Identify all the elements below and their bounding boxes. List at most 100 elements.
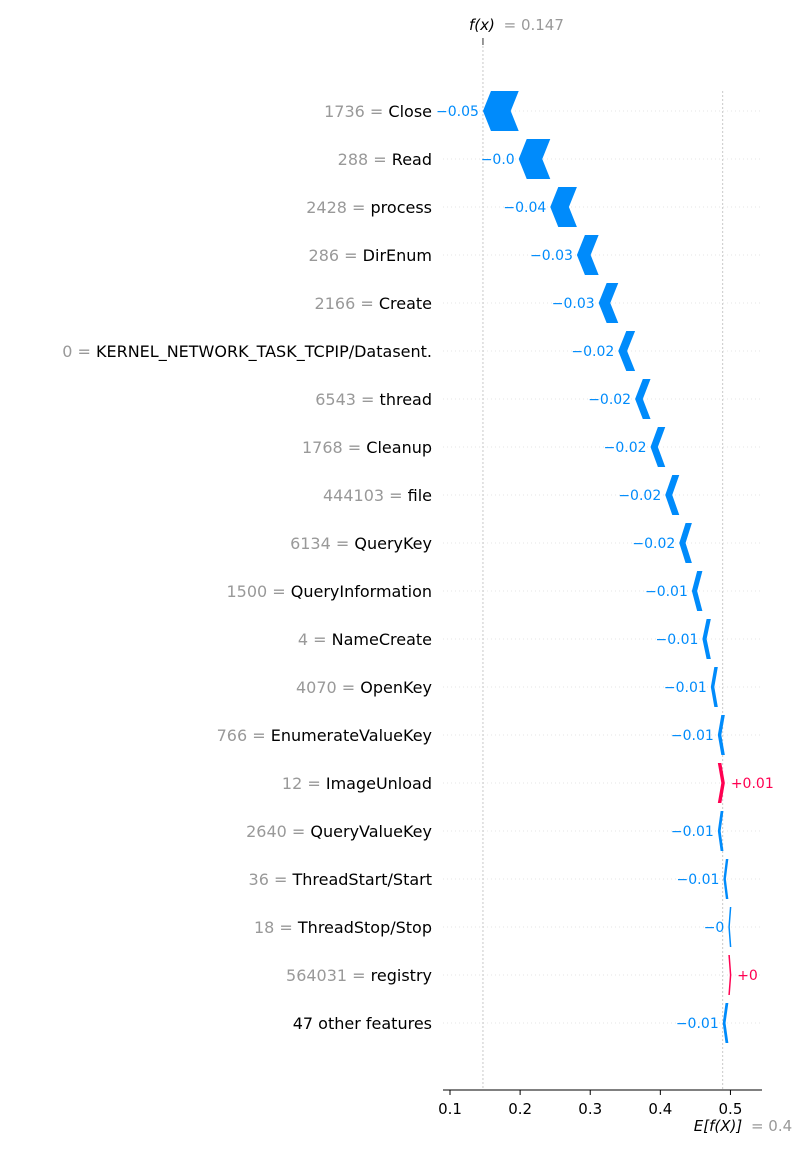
bars: −0.05 −0.0 −0.04 −0.03 −0.03 −0.02 −0.02 −0.02 −… (436, 91, 774, 1043)
feature-name: ThreadStart/Start (291, 870, 432, 889)
feature-value: 444103 = (323, 486, 408, 505)
x-tick-label: 0.4 (648, 1100, 672, 1118)
waterfall-bar (702, 619, 711, 659)
feature-name: ImageUnload (326, 774, 432, 793)
feature-label: 4 = NameCreate (298, 630, 432, 649)
waterfall-bar (728, 907, 732, 947)
reference-lines (482, 38, 724, 1090)
waterfall-bar (482, 91, 519, 131)
feature-name: DirEnum (363, 246, 432, 265)
feature-label: 2428 = process (306, 198, 432, 217)
bar-value-label: −0.03 (552, 296, 595, 312)
feature-name: process (371, 198, 432, 217)
bar-value-label: −0 (704, 920, 725, 936)
bar-value-label: −0.03 (530, 248, 573, 264)
feature-value: 12 = (282, 774, 326, 793)
feature-name: Read (392, 150, 432, 169)
feature-label: 4070 = OpenKey (296, 678, 432, 697)
feature-name: QueryInformation (291, 582, 432, 601)
feature-value: 2428 = (306, 198, 370, 217)
waterfall-bar (717, 763, 725, 803)
waterfall-bar (710, 667, 718, 707)
feature-label: 766 = EnumerateValueKey (217, 726, 432, 745)
feature-label: 2166 = Create (315, 294, 432, 313)
feature-name: QueryKey (354, 534, 432, 553)
bar-value-label: −0.02 (604, 440, 647, 456)
feature-label: 286 = DirEnum (309, 246, 432, 265)
waterfall-bar (576, 235, 599, 275)
fx-annotation: f(x) = 0.147 (469, 16, 564, 34)
bar-value-label: +0.01 (731, 776, 774, 792)
feature-value: 286 = (309, 246, 363, 265)
feature-value: 2640 = (246, 822, 310, 841)
feature-value: 1500 = (226, 582, 290, 601)
bar-value-label: −0.02 (588, 392, 631, 408)
feature-label: 1768 = Cleanup (302, 438, 432, 457)
feature-name: ThreadStop/Stop (297, 918, 432, 937)
x-tick-label: 0.2 (508, 1100, 532, 1118)
feature-name: NameCreate (332, 630, 432, 649)
feature-label: 564031 = registry (286, 966, 432, 985)
bar-value-label: −0.02 (618, 488, 661, 504)
x-tick-label: 0.5 (719, 1100, 743, 1118)
waterfall-bar (722, 1003, 729, 1043)
feature-label: 2640 = QueryValueKey (246, 822, 432, 841)
waterfall-bar (635, 379, 651, 419)
bar-value-label: −0.02 (632, 536, 675, 552)
feature-value: 6543 = (315, 390, 379, 409)
feature-name: KERNEL_NETWORK_TASK_TCPIP/Datasent. (96, 342, 432, 362)
feature-value: 0 = (62, 342, 96, 361)
feature-label: 36 = ThreadStart/Start (249, 870, 432, 889)
feature-name: EnumerateValueKey (271, 726, 432, 745)
feature-value: 1768 = (302, 438, 366, 457)
bar-value-label: −0.01 (671, 728, 714, 744)
waterfall-bar (717, 811, 724, 851)
x-axis: 0.1 0.2 0.3 0.4 0.5 (438, 1089, 762, 1118)
bar-value-label: −0.02 (571, 344, 614, 360)
waterfall-bar (723, 859, 729, 899)
bar-value-label: −0.01 (664, 680, 707, 696)
feature-value: 564031 = (286, 966, 371, 985)
feature-value: 766 = (217, 726, 271, 745)
bar-value-label: −0.01 (645, 584, 688, 600)
feature-value: 1736 = (324, 102, 388, 121)
expected-value-annotation: E[f(X)] = 0.4 (694, 1117, 792, 1135)
waterfall-bar (728, 955, 732, 995)
x-tick-label: 0.3 (578, 1100, 602, 1118)
feature-labels: 1736 = Close 288 = Read 2428 = process 286 … (62, 102, 432, 1033)
x-tick-label: 0.1 (438, 1100, 462, 1118)
feature-value: 2166 = (315, 294, 379, 313)
feature-label: 444103 = file (323, 486, 432, 505)
feature-value: 288 = (338, 150, 392, 169)
feature-label: 1736 = Close (324, 102, 432, 121)
feature-name: file (408, 486, 432, 505)
waterfall-bar (518, 139, 551, 179)
feature-label: 288 = Read (338, 150, 432, 169)
feature-label: 1500 = QueryInformation (226, 582, 432, 601)
bar-value-label: −0.01 (676, 1016, 719, 1032)
bar-value-label: +0 (737, 968, 758, 984)
feature-label: 0 = KERNEL_NETWORK_TASK_TCPIP/Datasent. (62, 342, 432, 362)
ex-label: E[f(X)] (694, 1117, 743, 1135)
feature-name: registry (371, 966, 432, 985)
waterfall-bar (650, 427, 666, 467)
waterfall-bar (691, 571, 703, 611)
feature-value: 36 = (249, 870, 293, 889)
feature-label: 6134 = QueryKey (290, 534, 432, 553)
waterfall-bar (598, 283, 619, 323)
feature-name: OpenKey (360, 678, 432, 697)
feature-name: Cleanup (366, 438, 432, 457)
waterfall-bar (618, 331, 636, 371)
waterfall-bar (717, 715, 725, 755)
feature-name: thread (380, 390, 432, 409)
feature-label: 47 other features (293, 1014, 432, 1033)
waterfall-bar (679, 523, 692, 563)
bar-value-label: −0.04 (503, 200, 546, 216)
feature-label: 12 = ImageUnload (282, 774, 432, 793)
feature-label: 18 = ThreadStop/Stop (254, 918, 432, 937)
feature-label: 6543 = thread (315, 390, 432, 409)
bar-value-label: −0.01 (677, 872, 720, 888)
bar-value-label: −0.01 (656, 632, 699, 648)
feature-name: Close (388, 102, 432, 121)
